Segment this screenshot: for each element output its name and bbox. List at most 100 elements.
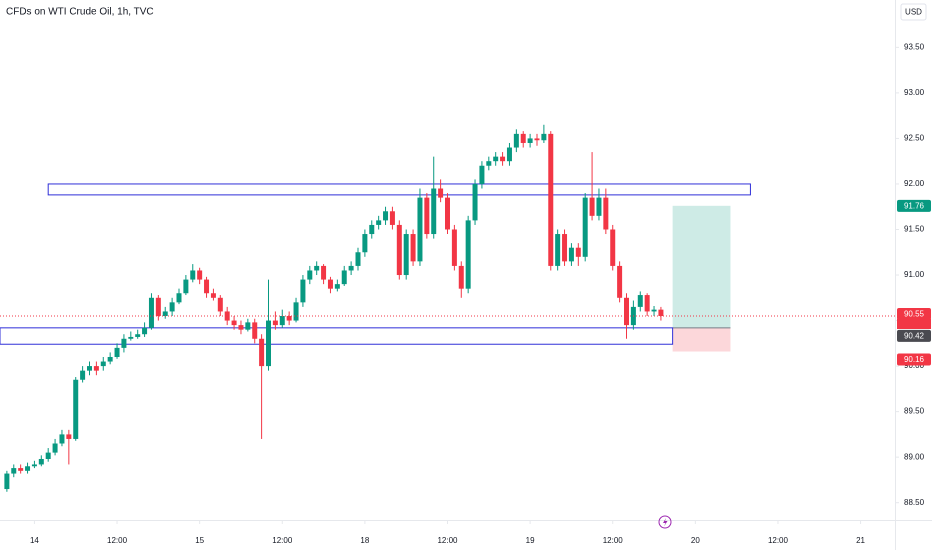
x-tick-label: 12:00 [272, 536, 293, 545]
candle-body [25, 466, 31, 471]
candle-body [80, 370, 86, 380]
candle [279, 309, 285, 328]
y-tick-label: 92.00 [904, 179, 925, 188]
candle [307, 265, 313, 285]
last-price-label-bg [897, 308, 931, 321]
candle-body [73, 379, 79, 439]
candle [204, 276, 210, 298]
candle [555, 229, 561, 271]
candle [25, 462, 31, 474]
candle-body [52, 443, 58, 453]
candle-body [272, 320, 278, 326]
currency[interactable]: USD [905, 8, 922, 17]
candle [582, 193, 588, 262]
candle-body [513, 133, 519, 148]
candle-body [121, 338, 127, 348]
candle [568, 243, 574, 266]
candle-body [11, 468, 17, 474]
y-tick-label: 92.50 [904, 134, 925, 143]
candle-body [603, 197, 609, 230]
y-tick-label: 91.00 [904, 270, 925, 279]
event-bolt[interactable] [663, 518, 668, 527]
candle [562, 229, 568, 266]
candle-body [142, 327, 148, 335]
candle-body [4, 473, 10, 490]
candle-body [348, 265, 354, 271]
candle-body [479, 165, 485, 184]
candle-body [589, 197, 595, 216]
candle-body [403, 234, 409, 276]
x-tick-label: 21 [856, 536, 865, 545]
candle [169, 297, 175, 317]
candle-body [534, 138, 540, 141]
event-icon[interactable] [658, 515, 672, 529]
candle-body [548, 133, 554, 266]
candle-body [424, 197, 430, 235]
candle [114, 343, 120, 359]
target-label: 91.76 [904, 201, 925, 210]
zone-box [0, 327, 674, 345]
candle [410, 229, 416, 266]
candle [183, 275, 189, 296]
candle-body [438, 188, 444, 198]
candle [458, 261, 464, 298]
candle [472, 179, 478, 225]
candle-body [506, 147, 512, 162]
candle [575, 243, 581, 266]
candle-body [465, 220, 471, 289]
candle [617, 261, 623, 303]
candle-body [45, 452, 51, 459]
candle [59, 429, 65, 447]
candle [100, 356, 106, 371]
candle-body [87, 366, 92, 371]
candle [596, 188, 602, 221]
candle-body [183, 279, 189, 294]
candle [362, 229, 368, 257]
candle-body [417, 197, 423, 262]
y-tick-label: 89.00 [904, 452, 925, 461]
candle-body [451, 229, 457, 266]
candle-body [575, 247, 581, 257]
candle [355, 247, 361, 271]
candle [107, 352, 113, 365]
candle [513, 129, 519, 153]
candle-body [100, 361, 106, 367]
candle [589, 152, 595, 221]
candle-body [107, 356, 113, 362]
x-tick-label: 15 [195, 536, 204, 545]
candle [293, 297, 299, 323]
candle [376, 215, 382, 230]
candle [493, 152, 499, 166]
candle [369, 220, 375, 239]
currency-button[interactable] [900, 3, 927, 21]
candle [431, 156, 437, 239]
position-profit [672, 205, 731, 328]
event-circle[interactable] [658, 515, 672, 529]
candle [424, 193, 430, 239]
candle-body [197, 270, 203, 280]
candle-body [252, 322, 258, 339]
candle [396, 220, 402, 280]
candle-body [396, 224, 402, 276]
candle-body [266, 320, 271, 367]
candle [18, 464, 24, 474]
candle [252, 318, 258, 344]
candle [259, 334, 265, 439]
candle [224, 306, 230, 326]
y-tick-label: 90.00 [904, 361, 925, 370]
candle-body [190, 270, 196, 280]
x-tick-label: 12:00 [107, 536, 128, 545]
candle [197, 267, 203, 285]
last-price-label: 90.55 [904, 310, 925, 319]
candle [66, 429, 72, 465]
candle-body [362, 234, 368, 253]
candle [527, 133, 533, 148]
candle [389, 206, 395, 230]
candle-body [31, 464, 37, 467]
candle [403, 229, 409, 280]
candle-body [245, 322, 251, 330]
y-tick-label: 93.00 [904, 88, 925, 97]
candle [148, 293, 154, 330]
candle-body [93, 366, 99, 371]
